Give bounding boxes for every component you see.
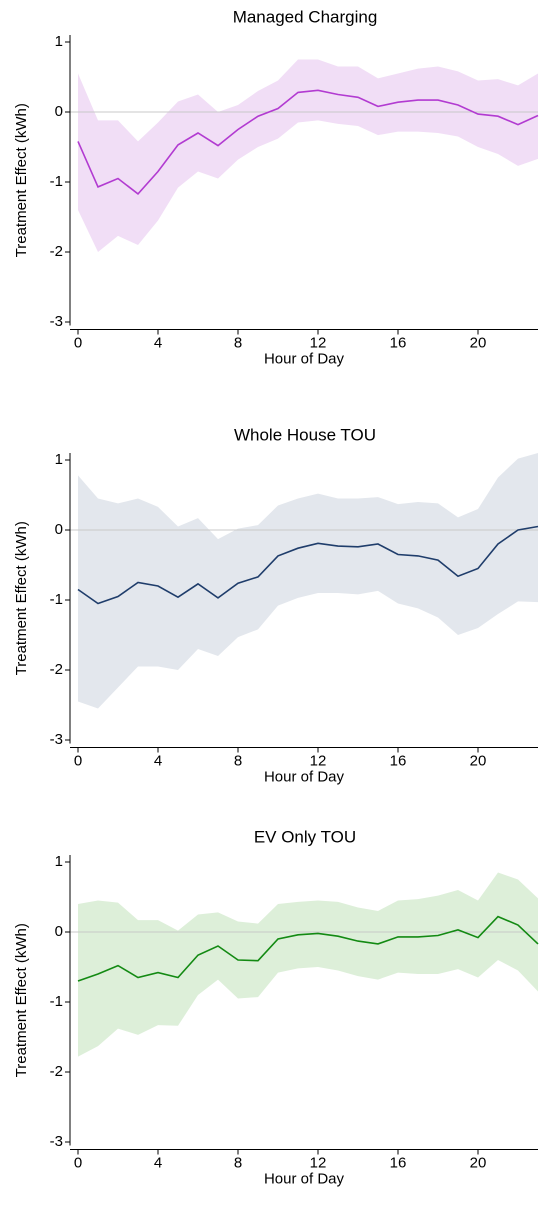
x-tick-label: 0: [74, 334, 82, 351]
x-tick-label: 4: [154, 1154, 162, 1171]
x-tick-label: 16: [390, 752, 407, 769]
y-tick-label: 0: [55, 923, 63, 940]
x-tick-label: 16: [390, 334, 407, 351]
x-tick-label: 20: [470, 752, 487, 769]
y-tick-label: 1: [55, 451, 63, 468]
y-tick-label: -1: [50, 591, 63, 608]
x-tick-label: 8: [234, 752, 242, 769]
x-tick-label: 12: [310, 752, 327, 769]
x-tick-label: 0: [74, 752, 82, 769]
x-axis-label: Hour of Day: [264, 1170, 345, 1187]
confidence-band: [78, 872, 538, 1057]
x-tick-label: 8: [234, 1154, 242, 1171]
y-tick-label: -2: [50, 661, 63, 678]
y-tick-label: -1: [50, 173, 63, 190]
x-tick-label: 20: [470, 334, 487, 351]
x-tick-label: 4: [154, 752, 162, 769]
y-tick-label: -3: [50, 313, 63, 330]
chart-title: EV Only TOU: [254, 827, 356, 846]
y-tick-label: -1: [50, 993, 63, 1010]
y-tick-label: 0: [55, 521, 63, 538]
x-tick-label: 12: [310, 334, 327, 351]
x-axis-label: Hour of Day: [264, 768, 345, 785]
y-tick-label: 0: [55, 103, 63, 120]
x-tick-label: 12: [310, 1154, 327, 1171]
confidence-band: [78, 453, 538, 709]
x-axis-label: Hour of Day: [264, 350, 345, 367]
chart-title: Whole House TOU: [234, 425, 376, 444]
y-axis-label: Treatment Effect (kWh): [13, 103, 30, 257]
y-tick-label: -3: [50, 1133, 63, 1150]
line: [77, 89, 539, 195]
x-tick-label: 0: [74, 1154, 82, 1171]
y-tick-label: 1: [55, 33, 63, 50]
x-tick-label: 4: [154, 334, 162, 351]
x-tick-label: 8: [234, 334, 242, 351]
x-tick-label: 16: [390, 1154, 407, 1171]
y-tick-label: -3: [50, 731, 63, 748]
y-tick-label: -2: [50, 243, 63, 260]
y-tick-label: 1: [55, 853, 63, 870]
line: [77, 915, 539, 982]
y-axis-label: Treatment Effect (kWh): [13, 521, 30, 675]
y-tick-label: -2: [50, 1063, 63, 1080]
chart-title: Managed Charging: [233, 7, 378, 26]
line: [77, 525, 539, 605]
confidence-band: [78, 59, 538, 252]
y-axis-label: Treatment Effect (kWh): [13, 923, 30, 1077]
x-tick-label: 20: [470, 1154, 487, 1171]
